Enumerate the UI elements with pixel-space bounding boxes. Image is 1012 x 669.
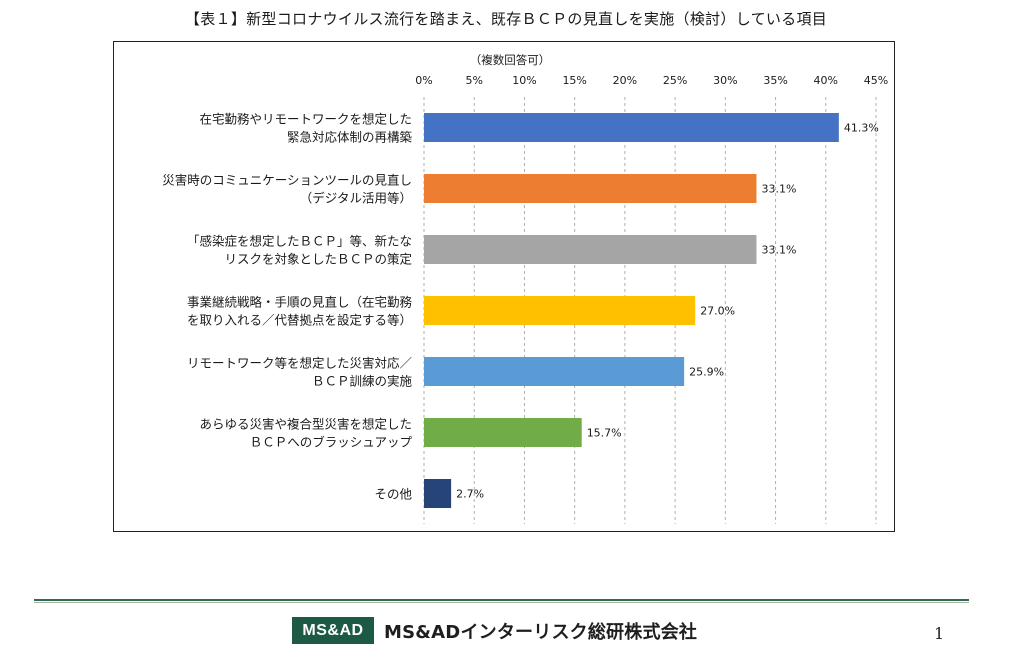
- category-label: リスクを対象としたＢＣＰの策定: [224, 252, 412, 267]
- chart-frame: （複数回答可） 0% 5% 10% 15% 20% 25% 30% 35% 40% 45% 在宅勤…: [113, 41, 895, 532]
- bar: [424, 296, 696, 325]
- bar: [424, 357, 685, 386]
- x-tick-label: 5%: [465, 74, 482, 87]
- bar: [424, 418, 582, 447]
- bar: [424, 235, 757, 264]
- value-label: 33.1%: [761, 183, 796, 196]
- bar: [424, 174, 757, 203]
- x-tick-label: 10%: [512, 74, 536, 87]
- chart-subtitle: （複数回答可）: [470, 53, 551, 67]
- x-axis-ticks: 0% 5% 10% 15% 20% 25% 30% 35% 40% 45%: [415, 74, 888, 87]
- gridlines: [423, 97, 877, 524]
- x-tick-label: 15%: [562, 74, 586, 87]
- value-label: 25.9%: [689, 366, 724, 379]
- category-label: ＢＣＰへのブラッシュアップ: [250, 435, 413, 450]
- company-name: MS&ADインターリスク総研株式会社: [384, 622, 698, 643]
- page-number: 1: [934, 624, 945, 643]
- bars: [424, 113, 839, 508]
- bar: [424, 479, 452, 508]
- footer-rule-thin: [34, 602, 969, 603]
- category-label: その他: [374, 487, 412, 502]
- category-label: ＢＣＰ訓練の実施: [312, 374, 413, 389]
- x-tick-label: 20%: [613, 74, 637, 87]
- category-label: 災害時のコミュニケーションツールの見直し: [162, 173, 412, 188]
- x-tick-label: 40%: [814, 74, 838, 87]
- company-logo-badge: MS&AD: [292, 617, 374, 644]
- x-tick-label: 35%: [763, 74, 787, 87]
- x-tick-label: 30%: [713, 74, 737, 87]
- category-label: あらゆる災害や複合型災害を想定した: [199, 417, 412, 432]
- bar: [424, 113, 839, 142]
- page-title: 【表１】新型コロナウイルス流行を踏まえ、既存ＢＣＰの見直しを実施（検討）している…: [184, 10, 828, 28]
- category-label: 「感染症を想定したＢＣＰ」等、新たな: [187, 234, 412, 249]
- value-label: 27.0%: [700, 305, 735, 318]
- value-label: 33.1%: [761, 244, 796, 257]
- x-tick-label: 45%: [864, 74, 888, 87]
- category-label: リモートワーク等を想定した災害対応／: [187, 356, 413, 371]
- category-labels: 在宅勤務やリモートワークを想定した緊急対応体制の再構築災害時のコミュニケーション…: [162, 112, 412, 502]
- bar-chart: （複数回答可） 0% 5% 10% 15% 20% 25% 30% 35% 40% 45% 在宅勤…: [162, 53, 888, 524]
- value-label: 41.3%: [844, 122, 879, 135]
- category-label: 緊急対応体制の再構築: [287, 130, 413, 145]
- value-labels: 41.3% 33.1% 33.1% 27.0% 25.9% 15.7% 2.7%: [456, 122, 879, 501]
- category-label: を取り入れる／代替拠点を設定する等）: [187, 313, 412, 328]
- value-label: 2.7%: [456, 488, 484, 501]
- category-label: （デジタル活用等）: [300, 191, 412, 206]
- x-tick-label: 0%: [415, 74, 432, 87]
- category-label: 在宅勤務やリモートワークを想定した: [199, 112, 412, 127]
- x-tick-label: 25%: [663, 74, 687, 87]
- value-label: 15.7%: [587, 427, 622, 440]
- category-label: 事業継続戦略・手順の見直し（在宅勤務: [187, 295, 413, 310]
- footer-rule: [34, 599, 969, 601]
